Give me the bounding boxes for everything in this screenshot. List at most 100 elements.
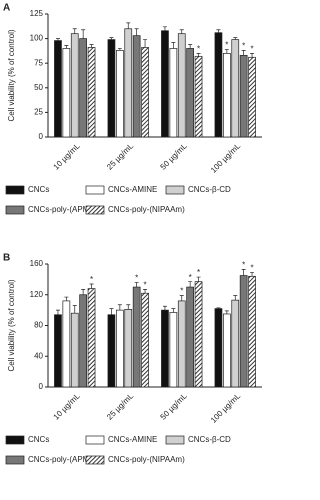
legend-label: CNCs-poly-(NIPAAm) xyxy=(108,205,185,214)
error-bar xyxy=(117,48,122,51)
x-tick-label: 10 µg/mL xyxy=(52,141,82,171)
error-bar xyxy=(109,308,114,315)
legend-label: CNCs-AMINE xyxy=(108,185,157,194)
x-tick-label: 25 µg/mL xyxy=(105,391,135,421)
error-bar xyxy=(233,295,238,301)
error-bar xyxy=(81,289,86,295)
significance-marker: * xyxy=(135,274,138,283)
significance-marker: * xyxy=(180,287,183,296)
bar xyxy=(115,50,124,138)
error-bar xyxy=(250,53,255,58)
bar xyxy=(62,48,71,138)
error-bar xyxy=(134,282,139,288)
bar xyxy=(141,292,149,388)
bar xyxy=(177,300,186,388)
bar xyxy=(169,48,178,138)
bar xyxy=(161,30,169,138)
x-tick-label: 100 µg/mL xyxy=(209,391,243,425)
significance-marker: * xyxy=(225,41,228,50)
legend-label: CNCs-poly-(APMA) xyxy=(28,205,98,214)
y-tick-label: 80 xyxy=(34,321,43,330)
bar xyxy=(239,275,248,388)
legend-label: CNCs xyxy=(28,185,49,194)
legend-label: CNCs-poly-(APMA) xyxy=(28,455,98,464)
error-bar xyxy=(224,310,229,314)
y-tick-label: 120 xyxy=(30,290,44,299)
error-bar xyxy=(179,29,184,34)
significance-marker: * xyxy=(143,280,146,289)
legend-label: CNCs-poly-(NIPAAm) xyxy=(108,455,185,464)
legend-swatch xyxy=(5,455,25,465)
error-bar xyxy=(126,22,131,29)
significance-marker: * xyxy=(250,264,253,273)
error-bar xyxy=(117,304,122,311)
legend-label: CNCs-β-CD xyxy=(188,185,231,194)
y-axis-title: Cell viability (% of control) xyxy=(7,279,16,371)
bar xyxy=(223,53,231,138)
bar xyxy=(248,56,256,138)
error-bar xyxy=(109,37,114,40)
significance-marker: * xyxy=(197,268,200,277)
significance-marker: * xyxy=(90,275,93,284)
error-bar xyxy=(81,29,86,39)
legend-swatch xyxy=(85,185,105,195)
significance-marker: * xyxy=(250,44,253,53)
error-bar xyxy=(89,44,94,48)
bar xyxy=(223,313,231,388)
error-bar xyxy=(89,283,94,289)
x-tick-label: 10 µg/mL xyxy=(52,391,82,421)
bar xyxy=(132,286,141,388)
error-bar xyxy=(72,28,77,34)
error-bar xyxy=(64,45,69,49)
legend-swatch xyxy=(85,455,105,465)
bar xyxy=(124,28,133,138)
y-tick-label: 160 xyxy=(30,259,44,268)
bar xyxy=(194,281,203,388)
error-bar xyxy=(64,296,69,301)
error-bar xyxy=(241,50,246,56)
x-tick-label: 100 µg/mL xyxy=(209,141,243,175)
error-bar xyxy=(188,281,193,288)
bar xyxy=(231,299,240,388)
y-tick-label: 0 xyxy=(39,382,44,391)
bar xyxy=(161,309,169,388)
legend-swatch xyxy=(85,435,105,445)
bar xyxy=(124,309,133,388)
bar xyxy=(194,55,203,138)
y-tick-label: 125 xyxy=(30,9,44,18)
bar xyxy=(186,286,194,388)
y-tick-label: 100 xyxy=(30,34,44,43)
legend-swatch xyxy=(85,205,105,215)
y-tick-label: 25 xyxy=(34,108,43,117)
bar xyxy=(107,39,116,138)
error-bar xyxy=(143,289,148,294)
error-bar xyxy=(72,305,77,314)
bar xyxy=(239,54,248,138)
bar xyxy=(248,275,256,388)
bar xyxy=(231,39,240,138)
bar xyxy=(54,314,62,388)
bar xyxy=(141,47,149,138)
legend-swatch xyxy=(5,435,25,445)
panel-label: A xyxy=(3,3,10,14)
y-tick-label: 75 xyxy=(34,58,43,67)
error-bar xyxy=(179,295,184,301)
error-bar xyxy=(241,269,246,276)
bar xyxy=(186,48,194,138)
y-axis-title: Cell viability (% of control) xyxy=(7,29,16,121)
error-bar xyxy=(196,53,201,57)
significance-marker: * xyxy=(197,44,200,53)
error-bar xyxy=(224,49,229,54)
significance-marker: * xyxy=(189,273,192,282)
error-bar xyxy=(250,272,255,277)
figure: A Cell viability (% of control) 0 25 50 75 100… xyxy=(3,3,262,465)
error-bar xyxy=(55,309,60,315)
y-tick-label: 0 xyxy=(39,132,44,141)
x-tick-label: 50 µg/mL xyxy=(159,391,189,421)
error-bar xyxy=(188,44,193,49)
legend-label: CNCs-β-CD xyxy=(188,435,231,444)
bar xyxy=(87,288,96,388)
bar xyxy=(169,312,178,388)
bar xyxy=(70,312,79,388)
error-bar xyxy=(126,304,131,310)
